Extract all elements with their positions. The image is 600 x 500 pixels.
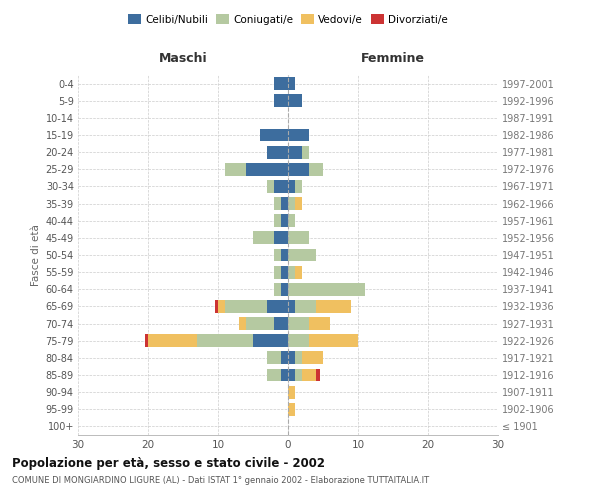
Bar: [288, 128, 309, 141]
Bar: [246, 317, 274, 330]
Bar: [288, 300, 295, 313]
Bar: [218, 300, 225, 313]
Bar: [288, 163, 309, 175]
Bar: [295, 266, 302, 278]
Bar: [225, 300, 267, 313]
Bar: [197, 334, 253, 347]
Bar: [281, 248, 288, 262]
Bar: [288, 403, 295, 415]
Text: Maschi: Maschi: [158, 52, 208, 65]
Bar: [267, 180, 274, 193]
Bar: [274, 266, 281, 278]
Bar: [288, 180, 295, 193]
Bar: [295, 197, 302, 210]
Bar: [288, 368, 295, 382]
Bar: [281, 266, 288, 278]
Bar: [267, 352, 281, 364]
Bar: [281, 283, 288, 296]
Bar: [274, 94, 288, 107]
Bar: [215, 300, 218, 313]
Bar: [288, 232, 309, 244]
Bar: [246, 163, 288, 175]
Bar: [288, 266, 295, 278]
Bar: [295, 352, 302, 364]
Bar: [267, 146, 288, 158]
Bar: [288, 146, 302, 158]
Bar: [316, 368, 320, 382]
Bar: [274, 283, 281, 296]
Bar: [253, 334, 288, 347]
Legend: Celibi/Nubili, Coniugati/e, Vedovi/e, Divorziati/e: Celibi/Nubili, Coniugati/e, Vedovi/e, Di…: [124, 10, 452, 29]
Bar: [239, 317, 246, 330]
Bar: [288, 352, 295, 364]
Bar: [288, 248, 316, 262]
Bar: [302, 146, 309, 158]
Bar: [267, 368, 281, 382]
Bar: [288, 197, 295, 210]
Bar: [309, 317, 330, 330]
Bar: [267, 300, 288, 313]
Bar: [288, 77, 295, 90]
Bar: [260, 128, 288, 141]
Text: Popolazione per età, sesso e stato civile - 2002: Popolazione per età, sesso e stato civil…: [12, 458, 325, 470]
Bar: [288, 214, 295, 227]
Bar: [274, 180, 288, 193]
Bar: [288, 334, 309, 347]
Bar: [148, 334, 197, 347]
Bar: [309, 163, 323, 175]
Bar: [281, 352, 288, 364]
Bar: [274, 77, 288, 90]
Bar: [253, 232, 274, 244]
Bar: [274, 232, 288, 244]
Bar: [274, 214, 281, 227]
Bar: [288, 94, 302, 107]
Bar: [225, 163, 246, 175]
Bar: [302, 368, 316, 382]
Bar: [302, 352, 323, 364]
Bar: [295, 300, 316, 313]
Bar: [281, 368, 288, 382]
Bar: [274, 248, 281, 262]
Text: Femmine: Femmine: [361, 52, 425, 65]
Y-axis label: Fasce di età: Fasce di età: [31, 224, 41, 286]
Bar: [281, 214, 288, 227]
Bar: [288, 283, 365, 296]
Bar: [316, 300, 351, 313]
Bar: [274, 317, 288, 330]
Bar: [288, 317, 309, 330]
Bar: [288, 386, 295, 398]
Bar: [309, 334, 358, 347]
Bar: [274, 197, 281, 210]
Bar: [145, 334, 148, 347]
Bar: [295, 180, 302, 193]
Bar: [281, 197, 288, 210]
Bar: [295, 368, 302, 382]
Text: COMUNE DI MONGIARDINO LIGURE (AL) - Dati ISTAT 1° gennaio 2002 - Elaborazione TU: COMUNE DI MONGIARDINO LIGURE (AL) - Dati…: [12, 476, 429, 485]
